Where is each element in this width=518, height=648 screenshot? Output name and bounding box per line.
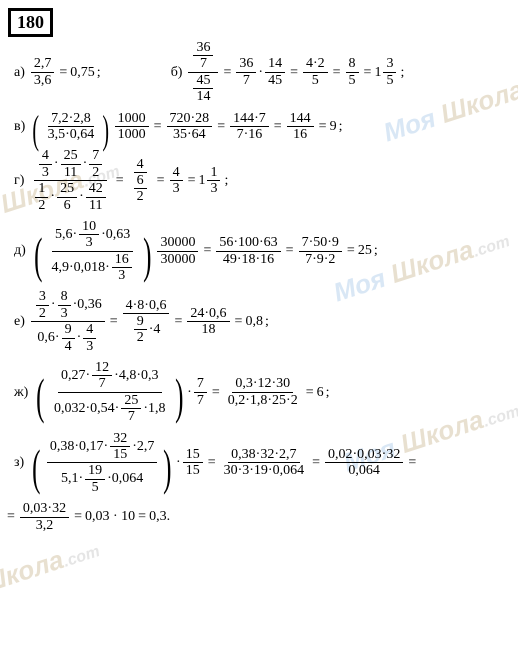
result-d: 25: [358, 243, 372, 258]
row-v: в) ( 7,2·2,83,5·0,64 ) 10001000 = 720·28…: [14, 111, 510, 143]
problem-number: 180: [8, 8, 53, 37]
result-zh: 6: [317, 385, 324, 400]
result-e: 0,8: [245, 314, 263, 329]
label-b: б): [171, 65, 183, 80]
row-zh: ж) ( 0,27·127·4,8·0,3 0,032·0,54·257·1,8…: [14, 360, 510, 425]
result-v: 9: [330, 119, 337, 134]
label-d: д): [14, 243, 26, 258]
label-zh: ж): [14, 385, 28, 400]
row-e: е) 32·83·0,36 0,6·94·43 = 4·8·0,6 92·4 =…: [14, 289, 510, 354]
row-z: з) ( 0,38·0,17·3215·2,7 5,1·195·0,064 ) …: [14, 431, 510, 496]
solution-content: а) 2,73,6 = 0,75; б) 367 4514 = 367 · 14…: [14, 40, 510, 539]
row-d: д) ( 5,6·103·0,63 4,9·0,018·163 ) 300003…: [14, 219, 510, 284]
label-a: а): [14, 65, 25, 80]
frac-a: 2,73,6: [31, 56, 55, 88]
label-e: е): [14, 314, 25, 329]
label-g: г): [14, 173, 24, 188]
row-z-cont: = 0,03·323,2 = 0,03 · 10 = 0,3.: [4, 501, 510, 533]
row-a-b: а) 2,73,6 = 0,75; б) 367 4514 = 367 · 14…: [14, 40, 510, 105]
result-z: 0,3: [149, 509, 167, 524]
frac-b-main: 367 4514: [188, 40, 218, 105]
label-z: з): [14, 455, 24, 470]
result-a: 0,75: [70, 65, 95, 80]
label-v: в): [14, 119, 25, 134]
row-g: г) 43·2511·72 12·256·4211 = 4 62 = 43 = …: [14, 148, 510, 213]
